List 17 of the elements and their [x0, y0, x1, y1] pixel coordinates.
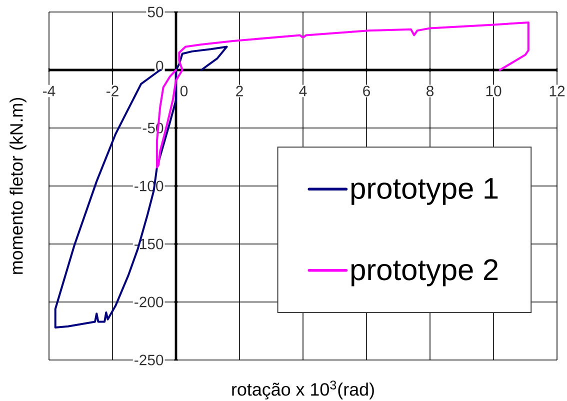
y-tick-label: -200 — [134, 296, 164, 308]
x-tick-label: 12 — [550, 86, 565, 96]
x-tick-label: -2 — [106, 86, 118, 96]
y-axis-title: momento fletor (kN.m) — [10, 98, 26, 274]
x-tick-label: -4 — [43, 86, 56, 96]
x-tick-label: 2 — [236, 86, 243, 96]
y-tick-label: -250 — [134, 354, 164, 366]
y-tick-label: 50 — [148, 6, 164, 18]
line-series — [54, 46, 228, 329]
legend-label: prototype 1 — [351, 178, 498, 205]
x-tick-label: 6 — [363, 86, 370, 96]
x-tick-label: 10 — [486, 86, 502, 96]
x-tick-label: 4 — [299, 86, 307, 96]
x-tick-label: 0 — [180, 86, 188, 96]
x-axis-title: rotação x 10$^{3}$(rad) — [232, 380, 374, 400]
x-tick-label: 8 — [426, 86, 434, 96]
legend-label: prototype 2 — [351, 259, 498, 286]
